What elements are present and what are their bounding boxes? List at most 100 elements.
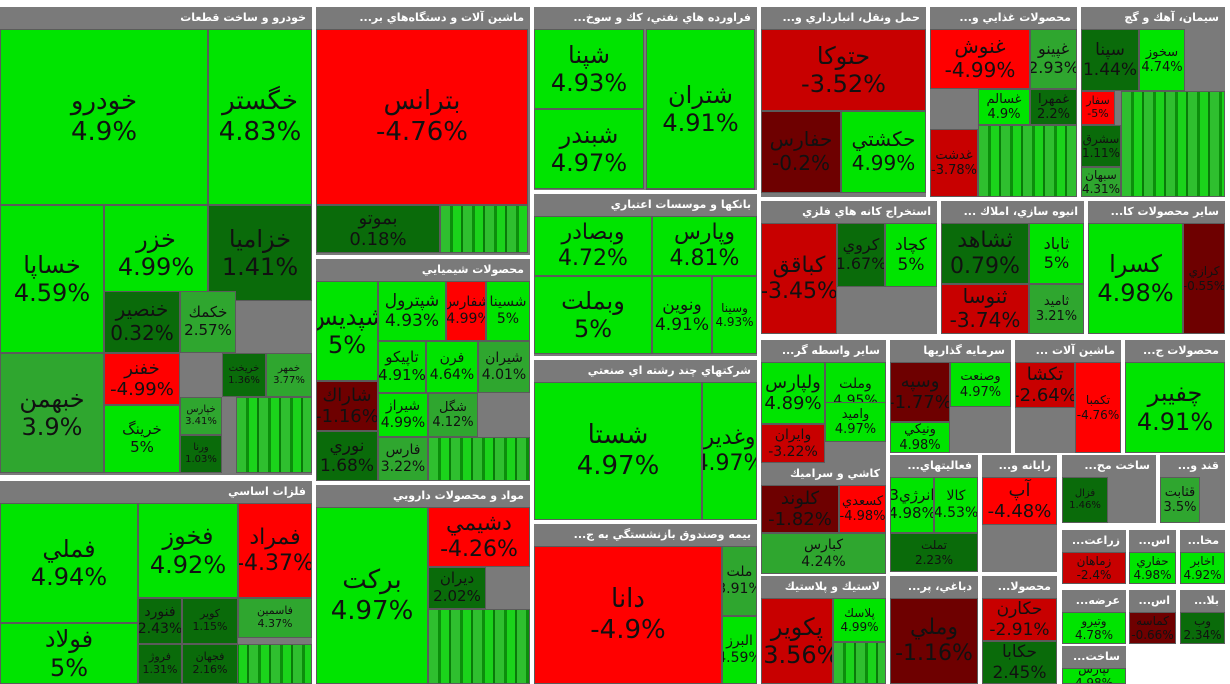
sector-title[interactable]: دباغي، پر... (907, 580, 972, 593)
sector-title[interactable]: لاستيك و پلاستيك (784, 580, 880, 593)
stock-tile[interactable]: وغدير4.97% (702, 382, 757, 520)
stock-tile[interactable]: فرن 4.64% (426, 341, 478, 393)
sector-title[interactable]: ساير محصولات كا... (1110, 205, 1219, 218)
stock-tile[interactable]: كلوند -1.82% (761, 485, 839, 533)
stock-tile[interactable]: خفنر -4.99% (104, 353, 180, 405)
sector-title[interactable]: بانكها و موسسات اعتباري (610, 198, 751, 211)
stock-tile[interactable]: غنوش -4.99% (930, 29, 1030, 89)
stock-tile[interactable]: دشيمي -4.26% (428, 507, 530, 567)
stock-tile[interactable]: ملت3.91% (722, 546, 757, 616)
stock-tile[interactable]: ورنا 1.03% (180, 435, 222, 473)
sector-title[interactable]: بلا... (1193, 594, 1219, 607)
stock-tile[interactable]: فزال 1.46% (1062, 477, 1108, 523)
stock-tile[interactable]: اخابر 4.92% (1180, 552, 1225, 584)
stock-tile[interactable]: خنصير 0.32% (104, 291, 180, 353)
stock-tile[interactable]: شفارس-4.99% (446, 281, 486, 341)
sector-title[interactable]: استخراج كانه هاي فلزي (802, 205, 931, 218)
sector-title[interactable]: فراورده هاي نفتي، كك و سوخ... (573, 11, 751, 24)
stock-tile[interactable]: خكمك 2.57% (180, 291, 236, 353)
stock-tile[interactable]: شيران 4.01% (478, 341, 530, 393)
stock-tile[interactable]: كروي 1.67% (837, 223, 885, 287)
stock-tile[interactable]: وتيرو 4.78% (1062, 612, 1126, 644)
stock-tile[interactable]: كالا 4.53% (934, 477, 978, 533)
stock-tile[interactable]: فارس 3.22% (378, 437, 428, 481)
stock-tile[interactable]: ثنوسا -3.74% (941, 284, 1029, 334)
stock-tile[interactable]: تكشا -2.64% (1015, 362, 1075, 408)
stock-tile[interactable]: شپنا 4.93% (534, 29, 644, 109)
stock-tile[interactable]: دانا -4.9% (534, 546, 722, 684)
stock-tile[interactable]: قثابت 3.5% (1160, 477, 1200, 523)
stock-tile[interactable]: نوري 1.68% (316, 431, 378, 481)
stock-tile[interactable]: غمهرا 2.2% (1030, 89, 1077, 125)
stock-tile[interactable]: وايران -3.22% (761, 424, 825, 463)
stock-tile[interactable]: فجهان 2.16% (182, 644, 238, 684)
stock-tile[interactable]: سخوز 4.74% (1139, 29, 1185, 91)
stock-tile[interactable]: شسينا 5% (486, 281, 530, 341)
small-stock-tiles[interactable] (646, 189, 755, 190)
sector-title[interactable]: حمل ونقل، انبارداري و... (782, 11, 920, 24)
stock-tile[interactable]: فملي 4.94% (0, 503, 138, 623)
stock-tile[interactable]: شاراك -1.16% (316, 381, 378, 431)
sector-title[interactable]: محصولا... (997, 580, 1051, 593)
stock-tile[interactable]: وسپه -1.77% (890, 362, 950, 422)
sector-title[interactable]: محصولات غذايي و... (959, 11, 1071, 24)
stock-tile[interactable]: كسعدي -4.98% (839, 485, 886, 533)
sector-title[interactable]: محصولات ج... (1142, 344, 1219, 357)
stock-tile[interactable]: وپارس 4.81% (652, 216, 757, 276)
stock-tile[interactable]: حكارن -2.91% (982, 598, 1057, 641)
sector-title[interactable]: قند و... (1177, 459, 1219, 472)
stock-tile[interactable]: سشرق 1.11% (1081, 125, 1121, 167)
stock-tile[interactable]: فروژ 1.31% (138, 644, 182, 684)
stock-tile[interactable]: خزاميا 1.41% (208, 205, 312, 301)
small-stock-tiles[interactable] (833, 642, 886, 684)
stock-tile[interactable]: كماسه -0.66% (1129, 612, 1176, 644)
small-stock-tiles[interactable] (440, 205, 528, 253)
stock-tile[interactable]: ونيكي 4.98% (890, 422, 950, 453)
stock-tile[interactable]: فاسمين 4.37% (238, 598, 312, 638)
stock-tile[interactable]: تاپيكو 4.91% (378, 341, 426, 393)
sector-title[interactable]: سيمان، آهك و گچ (1124, 11, 1219, 24)
stock-tile[interactable]: شستا 4.97% (534, 382, 702, 520)
stock-tile[interactable]: شيراز 4.99% (378, 393, 428, 437)
stock-tile[interactable]: كسرا 4.98% (1088, 223, 1183, 334)
stock-tile[interactable]: كوير 1.15% (182, 598, 238, 644)
small-stock-tiles[interactable] (428, 609, 530, 684)
stock-tile[interactable]: بموتو 0.18% (316, 205, 440, 253)
sector-title[interactable]: ماشين آلات ... (1035, 344, 1115, 357)
sector-title[interactable]: ساير واسطه گر... (781, 344, 880, 357)
stock-tile[interactable]: لپارس 4.98% (1062, 668, 1126, 684)
small-stock-tiles[interactable] (978, 125, 1077, 197)
stock-tile[interactable]: كبارس 4.24% (761, 533, 886, 574)
stock-tile[interactable]: غسالم 4.9% (978, 89, 1030, 125)
stock-tile[interactable]: خگستر 4.83% (208, 29, 312, 205)
stock-tile[interactable]: كباقق -3.45% (761, 223, 837, 334)
stock-tile[interactable]: فمراد -4.37% (238, 503, 312, 598)
stock-tile[interactable]: البرز4.59% (722, 616, 757, 684)
stock-tile[interactable]: بركت 4.97% (316, 507, 428, 684)
stock-tile[interactable]: خريخت 1.36% (222, 353, 266, 397)
stock-tile[interactable]: ثشاهد 0.79% (941, 223, 1029, 284)
sector-title[interactable]: خودرو و ساخت قطعات (180, 11, 306, 24)
stock-tile[interactable]: شپديس5% (316, 281, 378, 381)
sector-title[interactable]: ساخت مح... (1084, 459, 1150, 472)
stock-tile[interactable]: خمهر 3.77% (266, 353, 312, 397)
stock-tile[interactable]: چفيبر 4.91% (1125, 362, 1225, 453)
stock-tile[interactable]: وبصادر 4.72% (534, 216, 652, 276)
stock-tile[interactable]: آپ -4.48% (982, 477, 1057, 525)
stock-tile[interactable]: شتران 4.91% (646, 29, 755, 189)
stock-tile[interactable]: وبملت 5% (534, 276, 652, 354)
sector-title[interactable]: فعاليتهاي... (907, 459, 972, 472)
stock-tile[interactable]: حتوكا -3.52% (761, 29, 926, 111)
sector-title[interactable]: رايانه و... (998, 459, 1051, 472)
stock-tile[interactable]: واميد 4.97% (825, 402, 886, 442)
stock-tile[interactable]: ديران 2.02% (428, 567, 486, 609)
sector-title[interactable]: محصولات شيميايي (421, 263, 524, 276)
stock-tile[interactable]: پلاسك 4.99% (833, 598, 886, 642)
stock-tile[interactable]: خپارس 3.41% (180, 397, 222, 435)
stock-tile[interactable]: وسينا 4.93% (712, 276, 757, 354)
stock-tile[interactable]: شبندر 4.97% (534, 109, 644, 189)
stock-tile[interactable]: شپترول 4.93% (378, 281, 446, 341)
stock-tile[interactable]: فولاد 5% (0, 623, 138, 684)
sector-title[interactable]: مخا... (1187, 534, 1219, 547)
stock-tile[interactable]: خودرو 4.9% (0, 29, 208, 205)
